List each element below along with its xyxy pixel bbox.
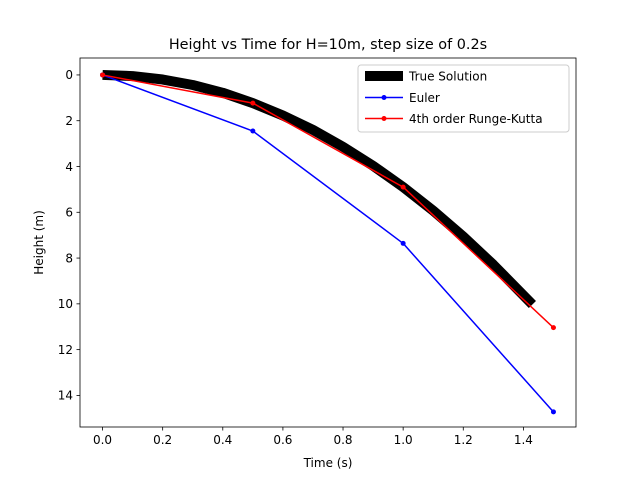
y-tick-label: 2 [65,114,73,128]
series-line-euler [101,73,555,413]
y-tick-label: 12 [58,343,73,357]
x-axis-label: Time (s) [303,456,353,470]
legend-marker-runge-kutta [381,116,387,121]
data-point-4th-order-runge-kutta [250,100,256,106]
x-tick-label: 1.2 [454,433,473,447]
legend-marker-euler [381,95,387,100]
data-point-4th-order-runge-kutta [400,184,406,190]
y-tick-label: 8 [65,251,73,265]
x-tick-label: 0.2 [153,433,172,447]
axes-frame [79,57,577,428]
series-line-4th-order-runge-kutta [101,74,555,329]
x-tick-label: 0.8 [333,433,352,447]
data-point-euler [400,240,406,246]
data-point-euler [250,128,256,134]
y-tick-label: 14 [58,389,73,403]
data-point-euler [550,409,556,415]
series-line-true-solution [102,69,536,309]
legend-label-true-solution: True Solution [408,70,487,84]
data-point-4th-order-runge-kutta [550,325,556,331]
x-tick-label: 0.6 [273,433,292,447]
data-point-4th-order-runge-kutta [100,72,106,78]
y-tick-label: 4 [65,160,73,174]
x-tick-label: 0.4 [213,433,232,447]
y-tick-label: 0 [65,68,73,82]
legend-label-runge-kutta: 4th order Runge-Kutta [409,112,543,126]
legend-frame [357,64,570,133]
legend-label-euler: Euler [409,91,440,105]
plot-area [100,69,556,415]
x-tick-label: 1.4 [514,433,533,447]
chart-title: Height vs Time for H=10m, step size of 0… [169,37,487,53]
y-axis: 0 2 4 6 8 10 12 14 [58,68,80,403]
y-tick-label: 6 [65,206,73,220]
x-axis: 0.0 0.2 0.4 0.6 0.8 1.0 1.2 1.4 [93,427,533,447]
y-tick-label: 10 [58,297,73,311]
x-tick-label: 0.0 [93,433,112,447]
x-tick-label: 1.0 [394,433,413,447]
y-axis-label: Height (m) [32,210,46,275]
legend: True Solution Euler 4th order Runge-Kutt… [357,64,570,133]
